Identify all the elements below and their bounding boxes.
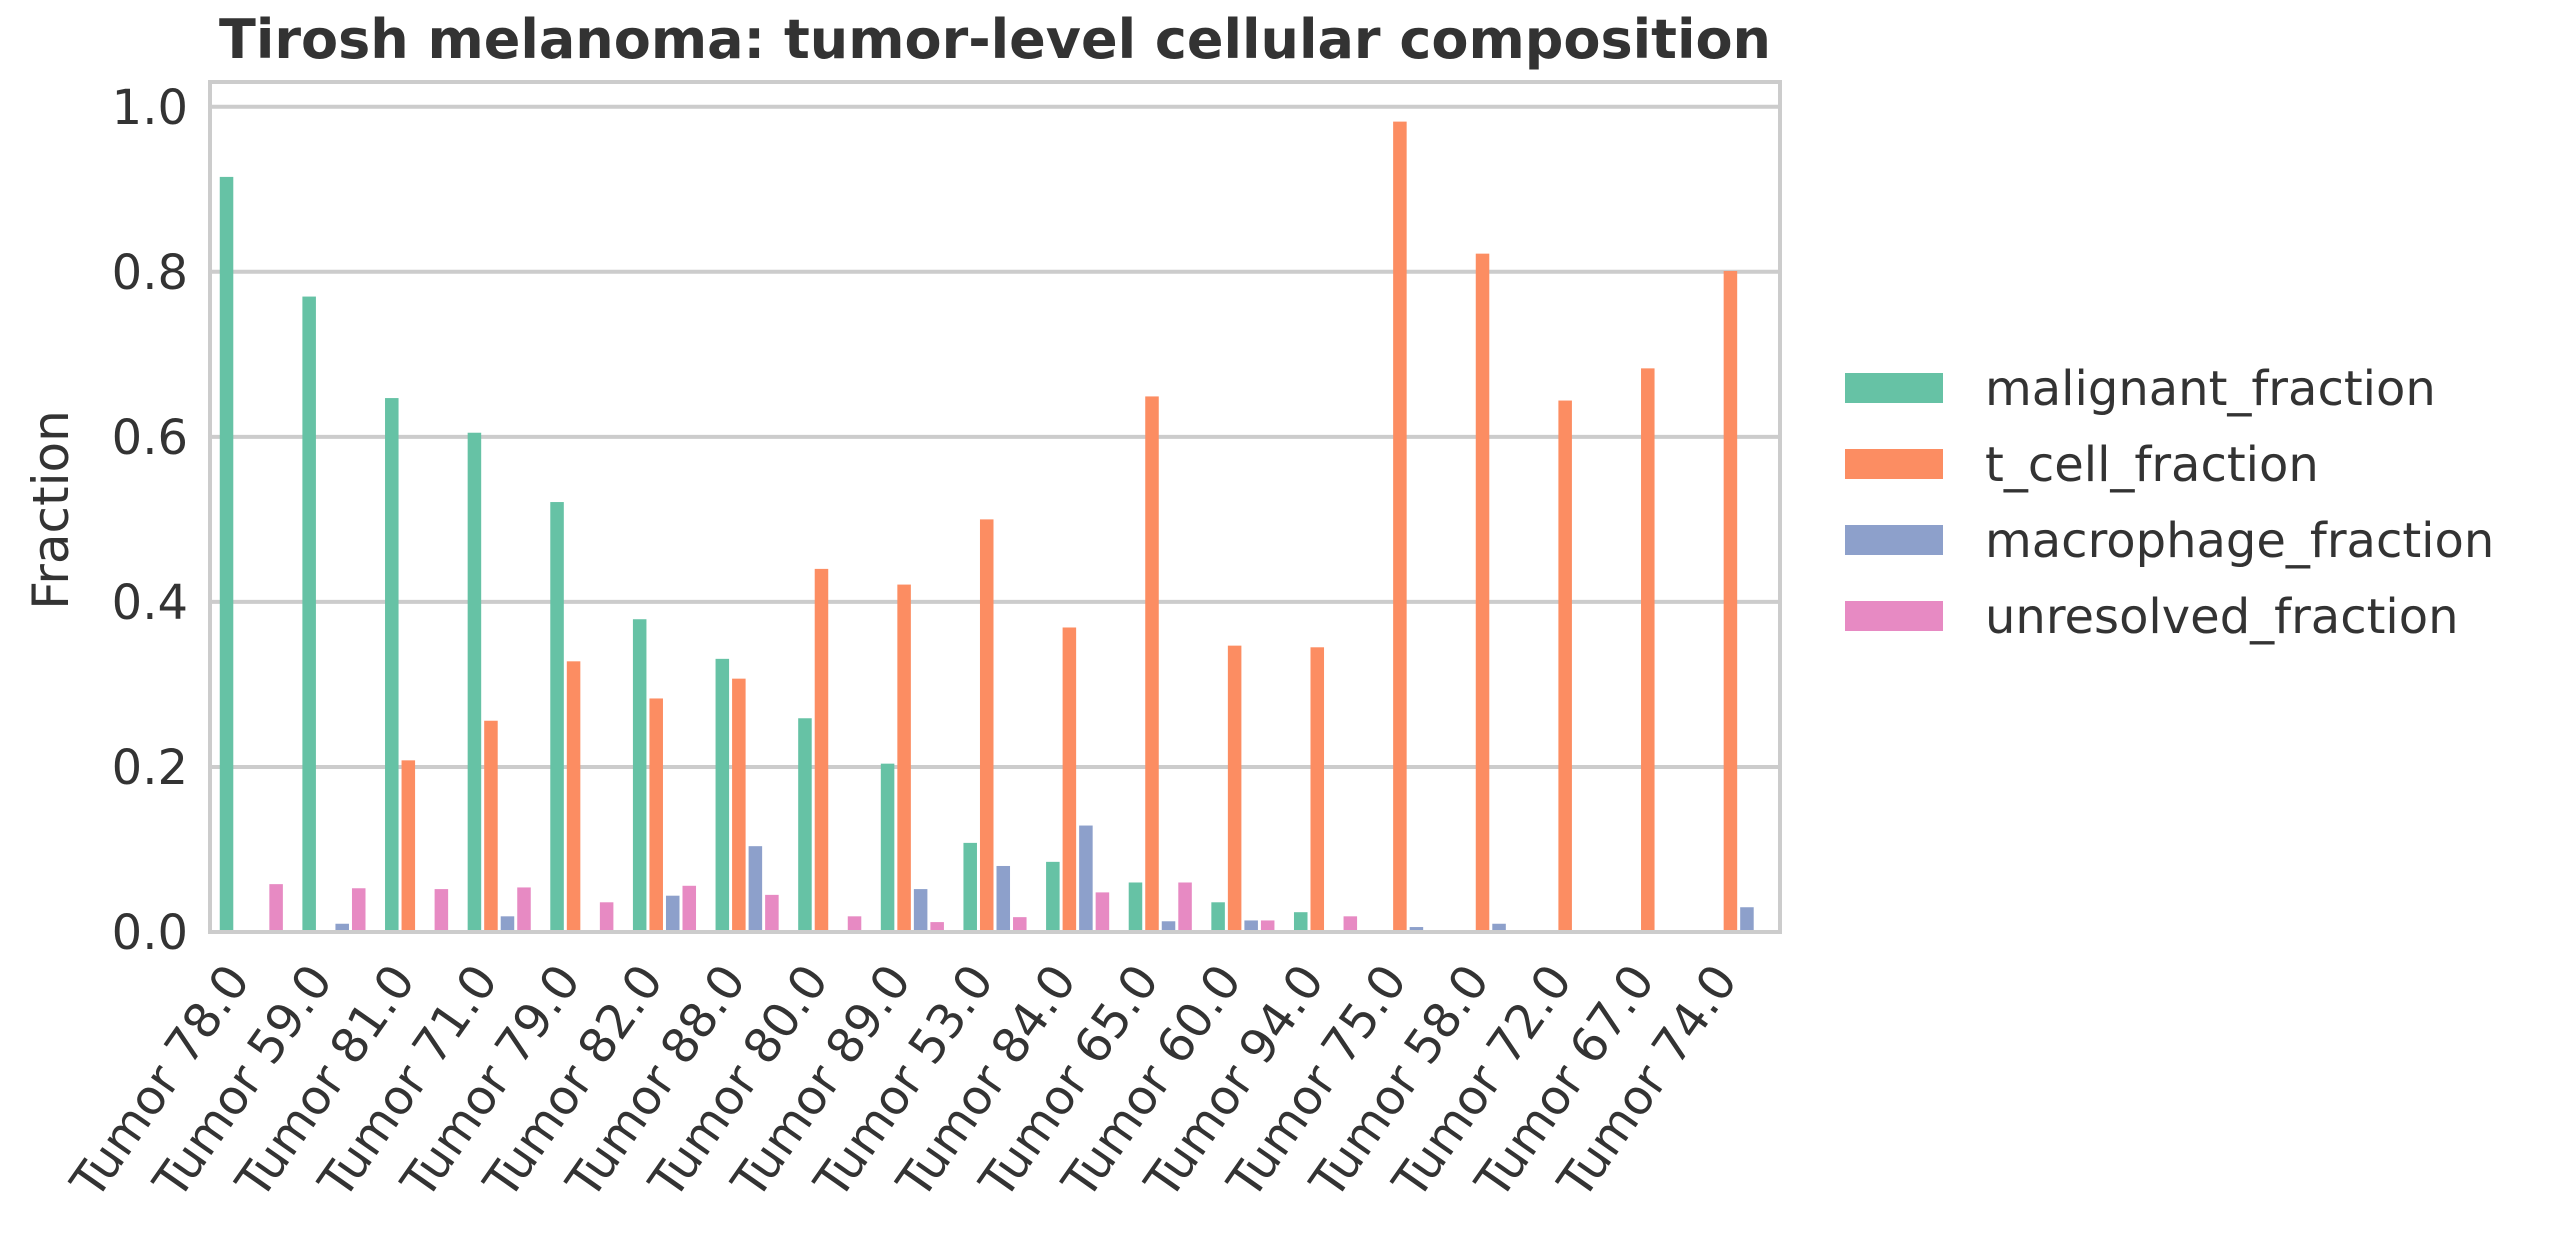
legend-label: t_cell_fraction [1985, 437, 2319, 493]
bar-malignant-fraction [219, 176, 234, 933]
bar-unresolved-fraction [682, 885, 697, 932]
bar-macrophage-fraction [665, 895, 680, 932]
bar-t-cell-fraction [814, 568, 829, 932]
bar-malignant-fraction [550, 502, 564, 932]
bar-t-cell-fraction [1393, 121, 1407, 933]
bar-malignant-fraction [715, 658, 730, 932]
bar-t-cell-fraction [979, 519, 994, 932]
legend-swatch [1845, 449, 1943, 479]
bar-macrophage-fraction [996, 865, 1011, 932]
bar-t-cell-fraction [401, 760, 416, 932]
bar-unresolved-fraction [1013, 917, 1027, 932]
legend-swatch [1845, 601, 1943, 631]
bar-t-cell-fraction [484, 720, 498, 932]
legend-swatch [1845, 373, 1943, 403]
bar-t-cell-fraction [1475, 253, 1490, 932]
bar-macrophage-fraction [1409, 927, 1424, 932]
bar-unresolved-fraction [351, 888, 366, 932]
bar-t-cell-fraction [1641, 368, 1655, 932]
bar-macrophage-fraction [500, 916, 515, 932]
y-axis-label: Fraction [22, 410, 80, 610]
y-tick-label: 0.0 [112, 905, 188, 961]
y-tick-label: 0.8 [112, 245, 188, 301]
y-tick-label: 0.2 [112, 740, 188, 796]
bars [219, 121, 1754, 933]
bar-unresolved-fraction [599, 902, 614, 932]
bar-unresolved-fraction [1343, 916, 1358, 932]
bar-malignant-fraction [632, 619, 647, 932]
bar-malignant-fraction [385, 398, 399, 932]
bar-macrophage-fraction [1244, 920, 1258, 932]
bar-t-cell-fraction [1062, 627, 1077, 932]
bar-malignant-fraction [1293, 912, 1308, 932]
legend: malignant_fraction t_cell_fractionmacroph… [1845, 361, 2494, 645]
bar-t-cell-fraction [1723, 270, 1738, 932]
legend-label: malignant_fraction [1985, 361, 2436, 417]
bar-unresolved-fraction [269, 884, 283, 932]
bar-malignant-fraction [963, 842, 977, 932]
bar-malignant-fraction [467, 432, 482, 932]
bar-malignant-fraction [1211, 902, 1225, 932]
bar-malignant-fraction [798, 718, 812, 932]
bar-malignant-fraction [1128, 882, 1143, 932]
bar-unresolved-fraction [434, 889, 449, 932]
bar-macrophage-fraction [1740, 907, 1754, 932]
bar-t-cell-fraction [566, 661, 581, 932]
bar-malignant-fraction [1046, 861, 1060, 932]
bar-macrophage-fraction [335, 923, 349, 932]
legend-label: macrophage_fraction [1985, 513, 2494, 569]
bar-unresolved-fraction [517, 887, 531, 932]
bar-t-cell-fraction [732, 678, 746, 932]
bar-macrophage-fraction [1079, 825, 1093, 932]
bar-malignant-fraction [880, 763, 895, 932]
bar-unresolved-fraction [765, 894, 779, 932]
bar-unresolved-fraction [1178, 882, 1192, 932]
bar-unresolved-fraction [847, 916, 862, 932]
bar-unresolved-fraction [1260, 920, 1275, 932]
y-axis-ticks: 0.0 0.2 0.4 0.6 0.8 1.0 [112, 80, 188, 961]
bar-t-cell-fraction [897, 584, 911, 932]
bar-unresolved-fraction [930, 922, 944, 932]
y-tick-label: 0.6 [112, 410, 188, 466]
bar-macrophage-fraction [748, 846, 763, 932]
bar-t-cell-fraction [1145, 396, 1159, 932]
chart-title: Tirosh melanoma: tumor-level cellular co… [219, 8, 1771, 71]
y-tick-label: 1.0 [112, 80, 188, 136]
bar-macrophage-fraction [1492, 923, 1506, 932]
bar-macrophage-fraction [913, 889, 928, 932]
y-tick-label: 0.4 [112, 575, 188, 631]
bar-t-cell-fraction [649, 698, 663, 932]
legend-label: unresolved_fraction [1985, 589, 2459, 645]
bar-t-cell-fraction [1227, 645, 1242, 932]
bar-t-cell-fraction [1310, 647, 1325, 932]
bar-malignant-fraction [302, 296, 316, 932]
bar-macrophage-fraction [1161, 921, 1176, 932]
legend-swatch [1845, 525, 1943, 555]
plot-frame [208, 80, 1782, 934]
bar-unresolved-fraction [1095, 892, 1110, 932]
bar-t-cell-fraction [1558, 400, 1572, 932]
